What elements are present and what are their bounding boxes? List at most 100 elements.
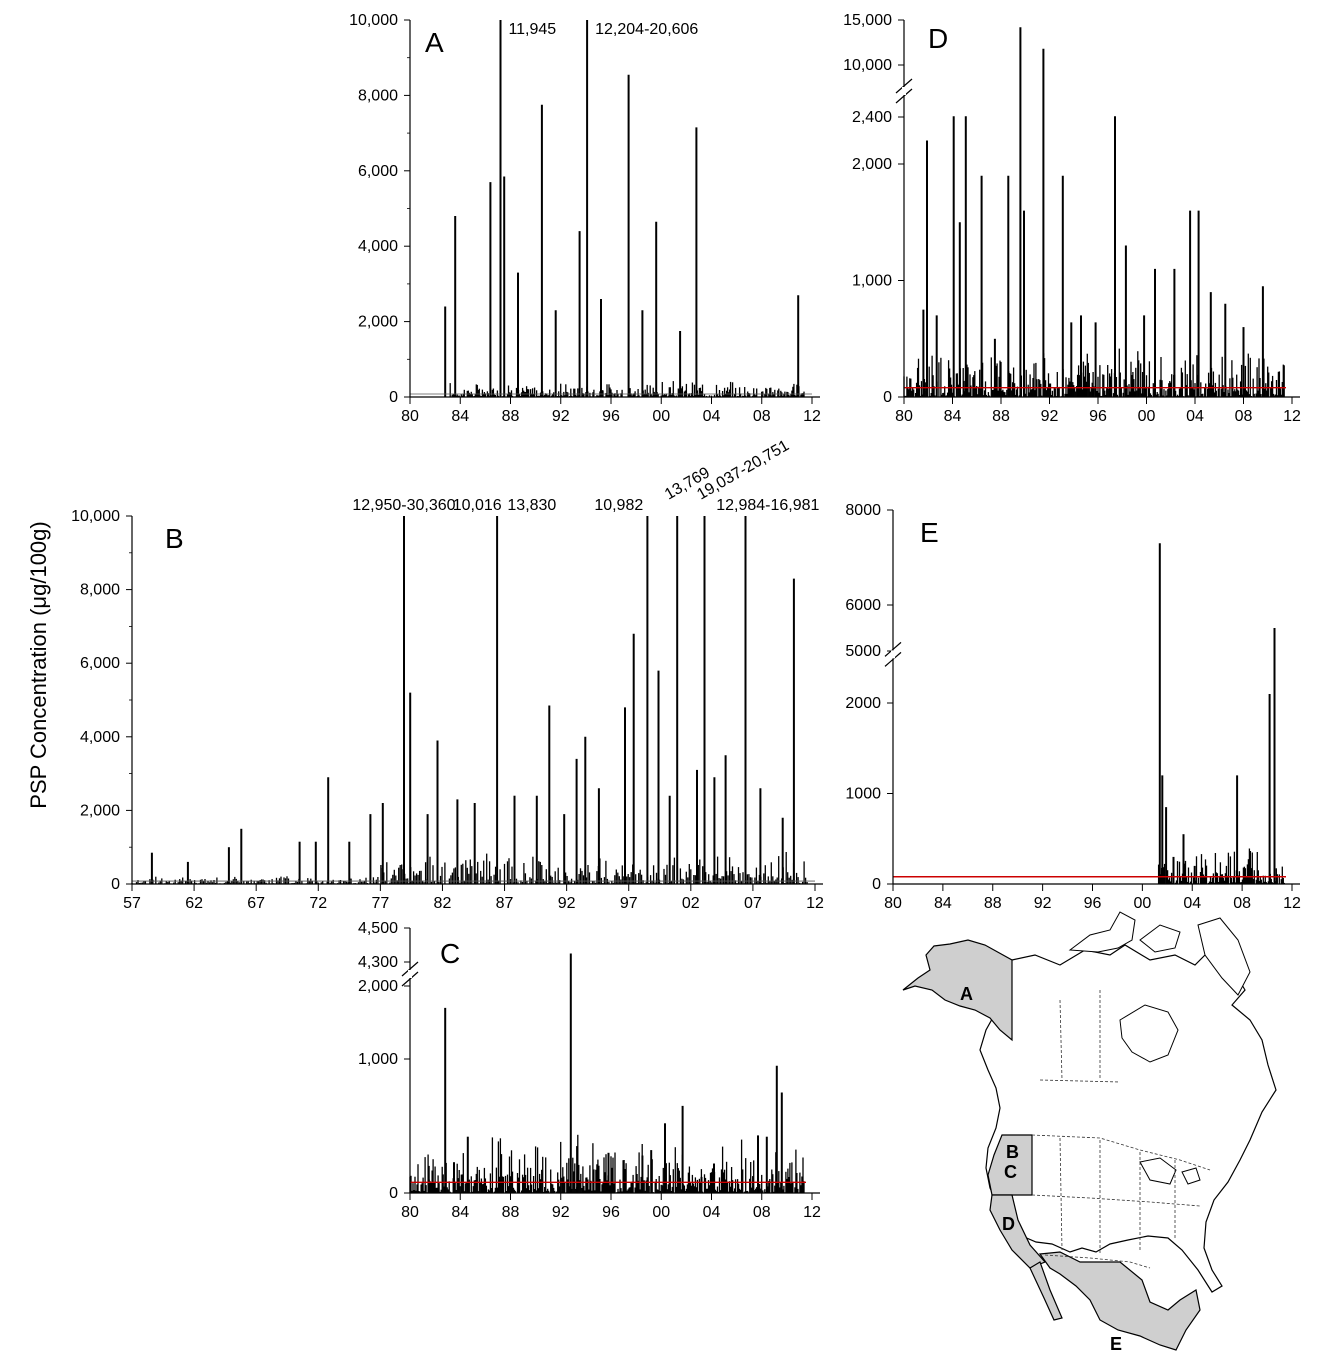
- y-tick-label: 6000: [845, 597, 881, 614]
- peak-annotation: 10,982: [594, 497, 643, 514]
- x-tick-label: 00: [652, 408, 670, 425]
- peak-annotation: 10,016: [453, 497, 502, 514]
- map-region-E: [1038, 1251, 1201, 1351]
- map-label-E: E: [1110, 1334, 1122, 1354]
- x-tick-label: 02: [682, 895, 700, 912]
- x-tick-label: 97: [620, 895, 638, 912]
- panel-E: 0 1000 2000 5000 6000 8000 80 84 88 92 96 00 04 08 12 E: [845, 502, 1301, 912]
- y-tick-label: 10,000: [349, 12, 398, 29]
- x-tick-label: 12: [806, 895, 824, 912]
- x-tick-label: 96: [1089, 408, 1107, 425]
- y-tick-label: 10,000: [843, 57, 892, 74]
- panel-A: 0 2,000 4,000 6,000 8,000 10,000 80 84 88 92 96 00 0…: [349, 12, 821, 425]
- axis-break-gap: [891, 650, 895, 659]
- x-tick-label: 08: [753, 1204, 771, 1221]
- panel-label: B: [165, 523, 184, 554]
- x-tick-label: 04: [703, 408, 721, 425]
- x-tick-label: 88: [992, 408, 1010, 425]
- north-america-map: A B C D E: [902, 911, 1277, 1354]
- y-tick-label: 0: [389, 1185, 398, 1202]
- x-tick-label: 80: [884, 895, 902, 912]
- x-tick-label: 12: [1283, 408, 1301, 425]
- y-axis-label: PSP Concentration (μg/100g): [26, 521, 51, 808]
- x-tick-label: 96: [602, 1204, 620, 1221]
- x-tick-label: 88: [984, 895, 1002, 912]
- axis-break-gap: [902, 87, 906, 95]
- y-tick-label: 4,500: [358, 920, 398, 937]
- axis-break-mark: [895, 78, 913, 94]
- map-label-B: B: [1006, 1142, 1019, 1162]
- x-tick-label: 00: [1133, 895, 1151, 912]
- x-tick-label: 88: [502, 1204, 520, 1221]
- y-tick-label: 8,000: [80, 582, 120, 599]
- y-tick-label: 10,000: [71, 508, 120, 525]
- peak-annotation: 19,037-20,751: [694, 437, 792, 503]
- x-tick-label: 84: [451, 1204, 469, 1221]
- y-tick-label: 6,000: [358, 163, 398, 180]
- x-tick-label: 04: [1183, 895, 1201, 912]
- x-tick-label: 88: [502, 408, 520, 425]
- x-tick-label: 92: [558, 895, 576, 912]
- peak-annotation: 12,984-16,981: [716, 497, 819, 514]
- y-tick-label: 1,000: [358, 1051, 398, 1068]
- map-label-D: D: [1002, 1214, 1015, 1234]
- peak-annotation: 12,204-20,606: [595, 21, 698, 38]
- map-label-A: A: [960, 984, 973, 1004]
- x-tick-label: 08: [753, 408, 771, 425]
- peak-annotation: 11,945: [508, 21, 556, 38]
- x-tick-label: 92: [1034, 895, 1052, 912]
- panel-label: D: [928, 23, 948, 54]
- y-tick-label: 2,400: [852, 109, 892, 126]
- x-tick-label: 80: [401, 1204, 419, 1221]
- x-tick-label: 08: [1233, 895, 1251, 912]
- axis-break-gap: [408, 970, 412, 978]
- peak-annotation: 12,950-30,360: [352, 497, 455, 514]
- y-tick-label: 2000: [845, 695, 881, 712]
- x-tick-label: 12: [803, 408, 821, 425]
- x-tick-label: 07: [744, 895, 762, 912]
- x-tick-label: 96: [1084, 895, 1102, 912]
- y-tick-label: 2,000: [852, 156, 892, 173]
- y-tick-label: 0: [389, 389, 398, 406]
- x-tick-label: 80: [895, 408, 913, 425]
- y-tick-label: 5000: [845, 643, 881, 660]
- x-tick-label: 08: [1235, 408, 1253, 425]
- map-label-C: C: [1004, 1162, 1017, 1182]
- x-tick-label: 00: [1138, 408, 1156, 425]
- y-tick-label: 8000: [845, 502, 881, 519]
- map-region-A: [902, 939, 1013, 1042]
- y-tick-label: 4,000: [358, 238, 398, 255]
- panel-label: E: [920, 517, 939, 548]
- x-tick-label: 04: [703, 1204, 721, 1221]
- map-baja: [1029, 1261, 1063, 1321]
- x-tick-label: 92: [1041, 408, 1059, 425]
- axis-break-mark: [401, 961, 419, 977]
- axis-break-mark: [401, 971, 419, 987]
- map-hudson-bay: [1119, 1004, 1179, 1063]
- x-tick-label: 72: [309, 895, 327, 912]
- y-tick-label: 2,000: [358, 978, 398, 995]
- y-tick-label: 4,300: [358, 954, 398, 971]
- y-tick-label: 1000: [845, 786, 881, 803]
- y-tick-label: 2,000: [80, 802, 120, 819]
- y-tick-label: 4,000: [80, 729, 120, 746]
- x-tick-label: 57: [123, 895, 141, 912]
- panel-B: 0 2,000 4,000 6,000 8,000 10,000 57 62 67 72 77 82 8…: [71, 437, 824, 912]
- axis-break-mark: [895, 88, 913, 104]
- y-tick-label: 0: [872, 876, 881, 893]
- x-tick-label: 12: [803, 1204, 821, 1221]
- y-tick-label: 0: [883, 389, 892, 406]
- y-tick-label: 2,000: [358, 314, 398, 331]
- y-tick-label: 6,000: [80, 655, 120, 672]
- x-tick-label: 87: [496, 895, 514, 912]
- x-tick-label: 92: [552, 1204, 570, 1221]
- y-tick-label: 1,000: [852, 273, 892, 290]
- peak-annotation: 13,830: [507, 497, 556, 514]
- x-tick-label: 82: [434, 895, 452, 912]
- axis-break-mark: [884, 651, 902, 667]
- panel-C: 0 1,000 2,000 4,300 4,500 80 84 88 92 96 00 04 08 12 C: [358, 920, 821, 1221]
- map-arctic-islands: [1068, 911, 1181, 953]
- panel-label: A: [425, 27, 444, 58]
- x-tick-label: 04: [1186, 408, 1204, 425]
